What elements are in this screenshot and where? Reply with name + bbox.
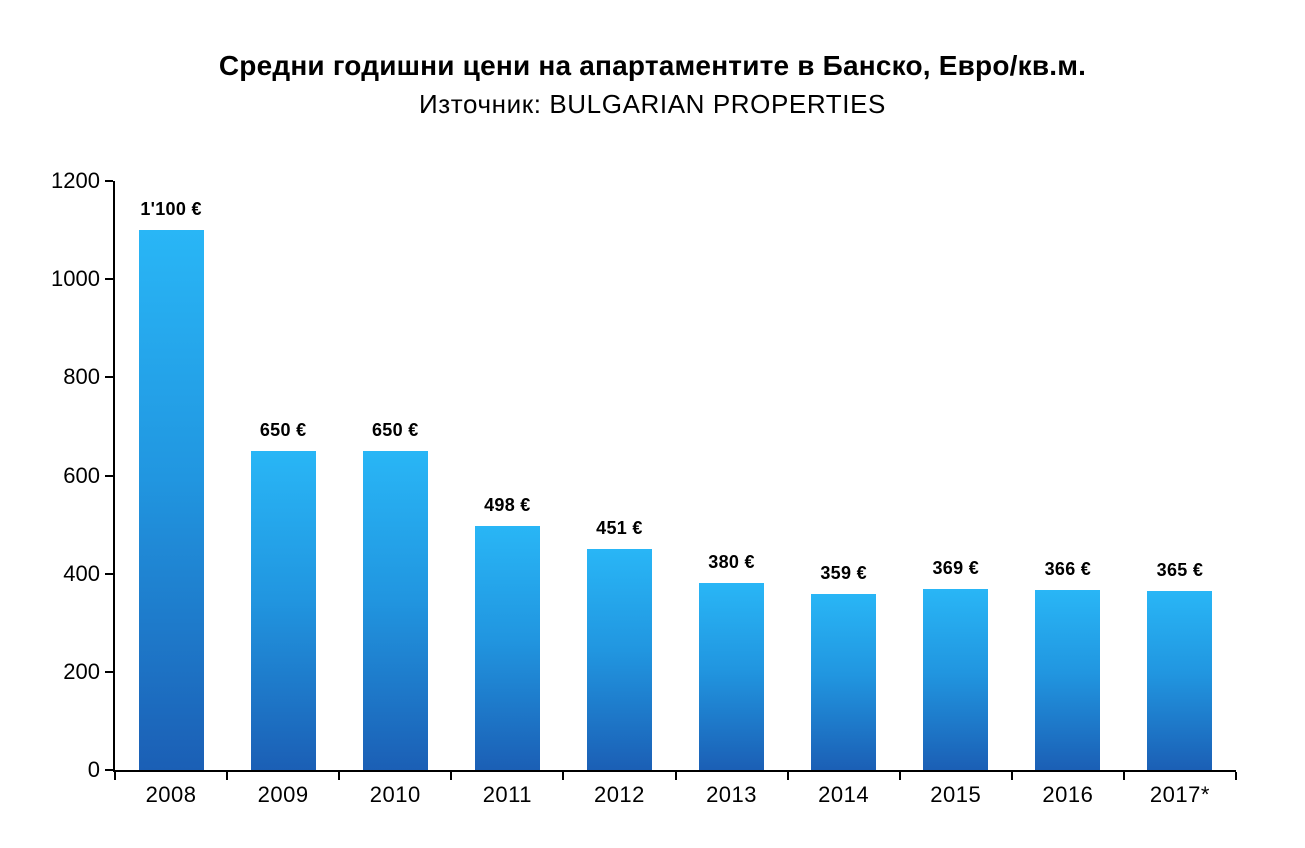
- y-axis-tick-label: 0: [87, 757, 100, 782]
- y-axis-tick: [105, 180, 113, 182]
- x-axis-tick: [226, 772, 229, 780]
- y-axis-tick: [105, 769, 113, 771]
- x-axis-label: 2010: [369, 782, 421, 807]
- bar-2012: [586, 548, 652, 770]
- x-axis-label: 2015: [930, 782, 982, 807]
- x-axis-tick: [674, 772, 677, 780]
- chart-subtitle: Източник: BULGARIAN PROPERTIES: [419, 89, 886, 119]
- y-axis-tick-label: 800: [63, 364, 100, 390]
- y-axis-tick: [105, 474, 113, 477]
- y-axis-tick-label: 1000: [51, 266, 100, 292]
- bar-2010: [362, 450, 428, 770]
- bar-2008: [138, 230, 204, 770]
- x-axis-tick: [338, 772, 341, 780]
- x-axis-label: 2011: [482, 782, 532, 807]
- x-axis-tick: [1235, 772, 1237, 780]
- x-axis-label: 2009: [257, 782, 309, 807]
- x-axis-label: 2014: [818, 782, 870, 807]
- bar-value-label: 369 €: [932, 557, 980, 578]
- x-axis-tick: [450, 772, 453, 780]
- y-axis-tick-label: 1200: [51, 168, 100, 193]
- bar-value-label: 1'100 €: [140, 199, 202, 220]
- bar-value-label: 365 €: [1156, 559, 1204, 580]
- x-axis-label: 2012: [593, 782, 645, 807]
- bar-2011: [474, 525, 540, 770]
- x-axis-label: 2017*: [1149, 782, 1210, 807]
- chart-title: Средни годишни цени на апартаментите в Б…: [218, 50, 1087, 81]
- bar-value-label: 366 €: [1044, 559, 1092, 580]
- x-axis-tick: [114, 772, 116, 780]
- bar-2017*: [1147, 590, 1213, 770]
- y-axis-tick: [105, 376, 113, 379]
- bar-chart: 0 200 400 600 800 1000 1200 1'100 € 2008 650 € 200…: [51, 168, 1237, 807]
- chart-header: Средни годишни цени на апартаментите в Б…: [0, 50, 1305, 120]
- x-axis-tick: [898, 772, 901, 780]
- bar-value-label: 650 €: [259, 419, 307, 440]
- bar-value-label: 359 €: [820, 562, 867, 583]
- y-axis-tick: [105, 278, 113, 281]
- plot-layer: 0 200 400 600 800 1000 1200 1'100 € 2008 650 € 200…: [51, 168, 1237, 807]
- bar-2013: [699, 583, 765, 770]
- y-axis-tick: [105, 572, 113, 575]
- x-axis-line: [113, 770, 1236, 772]
- x-axis-tick: [562, 772, 565, 780]
- x-axis-tick: [786, 772, 789, 780]
- bar-value-label: 650 €: [371, 419, 419, 440]
- y-axis-tick-label: 400: [63, 560, 100, 586]
- x-axis-label: 2013: [706, 782, 758, 807]
- y-axis-tick-label: 600: [63, 462, 100, 488]
- bar-2009: [250, 450, 316, 770]
- x-axis-label: 2016: [1042, 782, 1094, 807]
- bar-value-label: 451 €: [596, 517, 643, 538]
- x-axis-tick: [1122, 772, 1125, 780]
- bar-2015: [923, 588, 989, 770]
- x-axis-tick: [1010, 772, 1013, 780]
- y-axis-tick: [105, 670, 113, 673]
- bar-value-label: 498 €: [484, 494, 531, 515]
- bar-2016: [1035, 590, 1101, 770]
- bar-2014: [811, 593, 877, 770]
- x-axis-label: 2008: [145, 782, 197, 807]
- bar-value-label: 380 €: [708, 552, 755, 573]
- y-axis-tick-label: 200: [63, 658, 100, 684]
- y-axis-line: [113, 181, 115, 770]
